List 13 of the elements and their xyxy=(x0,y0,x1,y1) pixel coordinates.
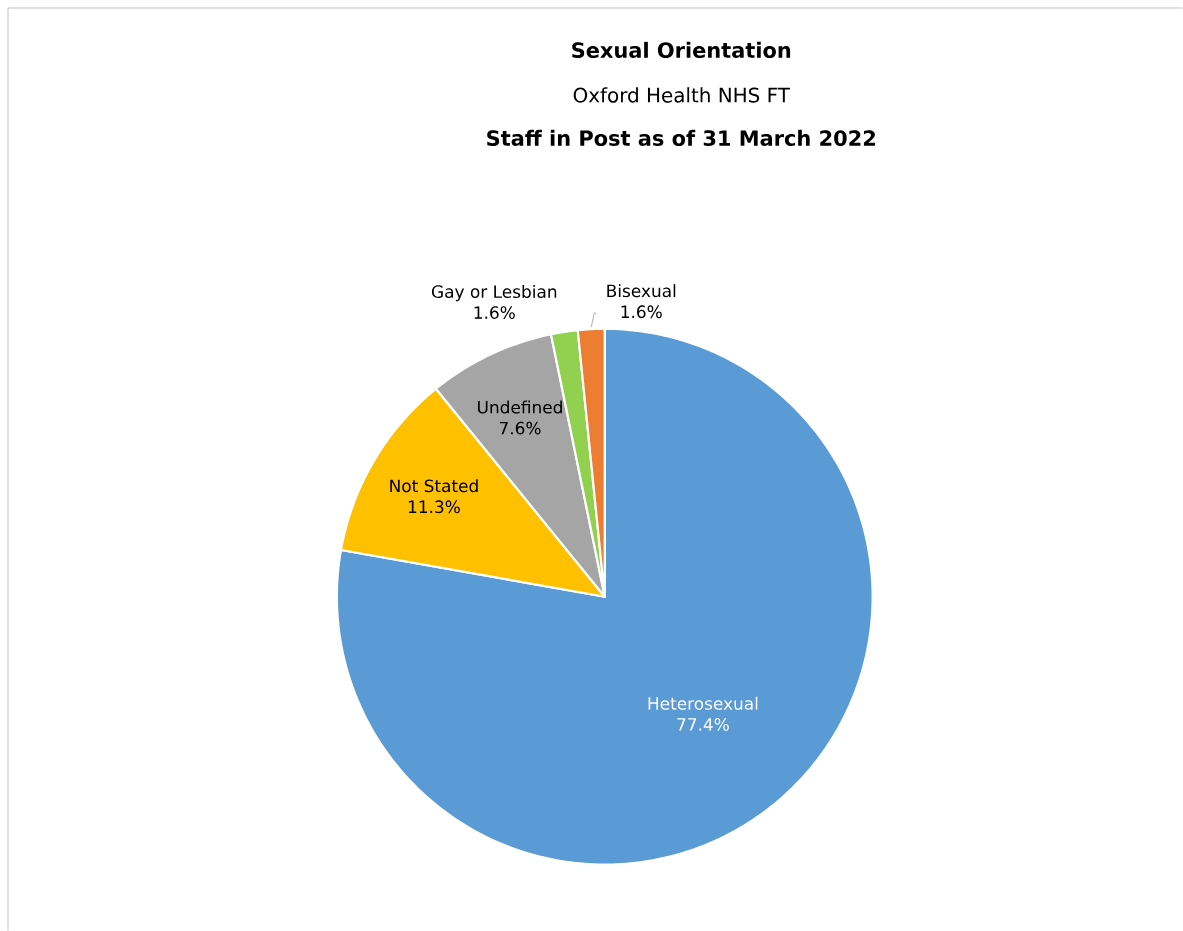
slice-label: Heterosexual xyxy=(648,696,758,710)
slice-label: Gay or Lesbian xyxy=(431,284,557,302)
data-label: 1.6% xyxy=(621,305,662,319)
chart-subtitle: Oxford Health NHS FT xyxy=(573,87,790,103)
data-label: 77.4% xyxy=(677,717,729,731)
data-label: 1.6% xyxy=(474,306,515,319)
slice-label: Not Stated xyxy=(390,479,478,493)
text: Staff in Post as of 31 March 2022 xyxy=(487,129,875,146)
data-label: 11.3% xyxy=(408,500,460,514)
chart-title: Sexual Orientation xyxy=(572,41,791,58)
slice-label: Bisexual xyxy=(607,284,676,298)
data-label: 7.6% xyxy=(499,421,541,435)
slice-label: Undefined xyxy=(478,400,562,414)
